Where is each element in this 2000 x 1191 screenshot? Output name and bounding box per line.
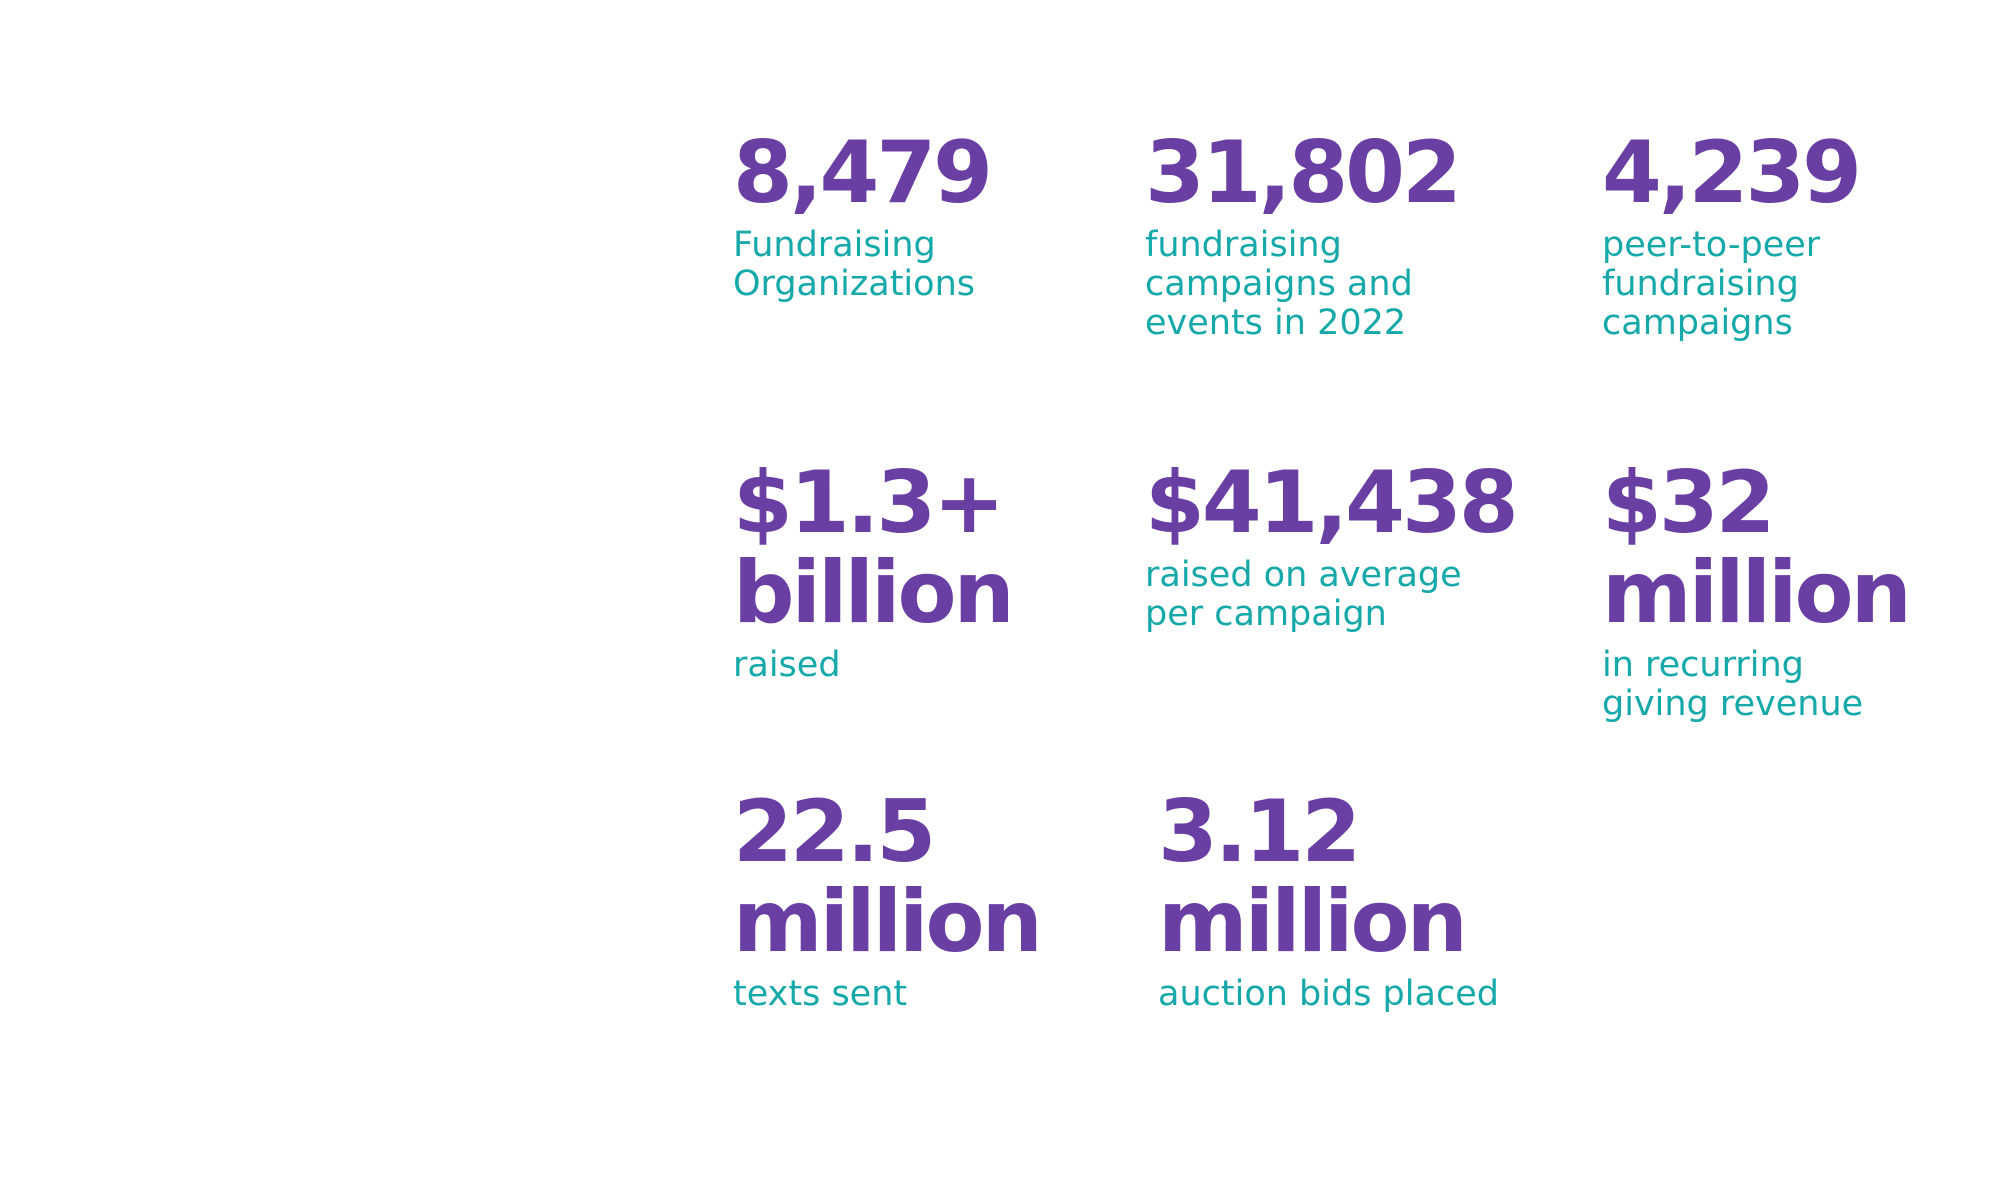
stat-item: 22.5 million texts sent [733,782,1043,1014]
stat-value: 8,479 [733,123,993,223]
stat-value-line: $41,438 [1145,453,1519,553]
stat-label-line: campaigns and [1145,264,1413,304]
stat-item: 8,479 Fundraising Organizations [733,123,993,304]
stat-value-line: million [1602,543,1912,643]
stat-label: raised [733,646,1012,685]
stat-value: 31,802 [1145,123,1462,223]
stat-label: fundraising campaigns and events in 2022 [1145,226,1459,343]
stat-label: in recurring giving revenue [1602,646,1909,724]
stat-value-line: 31,802 [1145,123,1462,223]
stat-label-line: in recurring [1602,645,1804,685]
stat-label: auction bids placed [1158,975,1499,1014]
stat-label-line: per campaign [1145,594,1387,634]
stat-value-line: million [733,872,1043,972]
stat-label: raised on average per campaign [1145,556,1516,634]
stat-label-line: raised [733,645,841,685]
stat-value-line: 3.12 [1158,782,1361,882]
stat-item: $41,438 raised on average per campaign [1145,453,1519,634]
stat-label-line: fundraising [1602,264,1799,304]
stat-item: $32 million in recurring giving revenue [1602,453,1912,724]
stat-label-line: Fundraising [733,225,936,265]
stat-item: $1.3+ billion raised [733,453,1015,685]
stat-label-line: fundraising [1145,225,1342,265]
stat-label-line: events in 2022 [1145,303,1407,343]
stat-item: 31,802 fundraising campaigns and events in … [1145,123,1462,343]
stat-value-line: $1.3+ [733,453,1005,553]
stat-value-line: 22.5 [733,782,936,882]
stat-value-line: 8,479 [733,123,993,223]
stat-label-line: raised on average [1145,555,1462,595]
stat-label-line: peer-to-peer [1602,225,1821,265]
stat-value-line: million [1158,872,1468,972]
stat-value: $32 million [1602,453,1912,643]
stat-item: 4,239 peer-to-peer fundraising campaigns [1602,123,1862,343]
stat-label: Fundraising Organizations [733,226,990,304]
stat-label-line: auction bids placed [1158,974,1499,1014]
stat-label-line: campaigns [1602,303,1793,343]
stat-value: 22.5 million [733,782,1043,972]
stat-value-line: $32 [1602,453,1776,553]
stat-label: texts sent [733,975,1040,1014]
stat-label-line: giving revenue [1602,684,1864,724]
stat-value: 4,239 [1602,123,1862,223]
stat-value-line: 4,239 [1602,123,1862,223]
stat-label: peer-to-peer fundraising campaigns [1602,226,1859,343]
stat-label-line: Organizations [733,264,975,304]
stat-value: $1.3+ billion [733,453,1015,643]
stat-value-line: billion [733,543,1015,643]
stat-value: $41,438 [1145,453,1519,553]
stat-value: 3.12 million [1158,787,1499,967]
stat-item: 3.12 million auction bids placed [1158,787,1499,1014]
stat-label-line: texts sent [733,974,908,1014]
